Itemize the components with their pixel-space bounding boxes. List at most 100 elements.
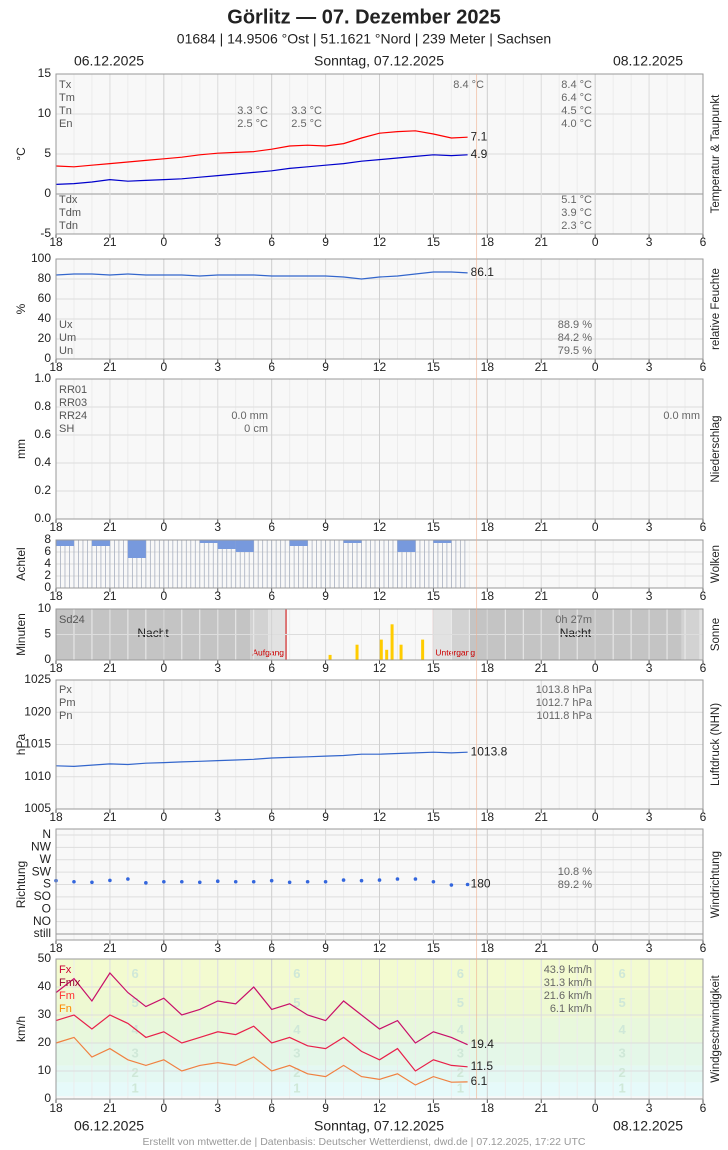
bar	[289, 540, 308, 546]
x-tick-label: 6	[700, 589, 707, 603]
data-point	[413, 877, 418, 881]
y-axis-label: km/h	[14, 1016, 28, 1042]
y-tick-label: 50	[38, 951, 52, 965]
plot-frame	[55, 679, 704, 810]
x-tick-label: 0	[592, 520, 599, 534]
y-axis-label: Achtel	[14, 547, 28, 580]
beaufort-label: 2	[619, 1065, 626, 1080]
x-tick-label: 9	[322, 520, 329, 534]
x-tick-label: 3	[646, 1101, 653, 1115]
y-tick-label: 5	[44, 146, 51, 160]
beaufort-label: 1	[619, 1081, 626, 1096]
stat-value: 6.1 km/h	[550, 1003, 592, 1015]
x-tick-label: 21	[535, 360, 549, 374]
beaufort-label: 3	[131, 1046, 138, 1061]
data-point	[359, 878, 364, 883]
x-tick-label: 12	[373, 1101, 387, 1115]
stat-label: RR03	[59, 397, 87, 409]
data-point	[377, 878, 382, 882]
x-tick-label: 12	[373, 235, 387, 249]
x-tick-label: 21	[103, 1101, 117, 1115]
x-tick-label: 18	[481, 360, 495, 374]
end-label: 180	[471, 877, 491, 891]
stat-label: Fx	[59, 964, 72, 976]
data-point	[162, 879, 166, 884]
data-point	[144, 881, 148, 885]
x-tick-label: 6	[700, 520, 707, 534]
x-tick-label: 21	[103, 661, 117, 675]
x-tick-label: 0	[592, 360, 599, 374]
y-tick-label: 8	[44, 532, 51, 546]
x-tick-label: 6	[700, 661, 707, 675]
night-label: Nacht	[560, 626, 592, 640]
y-tick-label: 1025	[24, 672, 51, 686]
y-tick-label: 0	[44, 1091, 51, 1105]
x-tick-label: 0	[592, 235, 599, 249]
stat-value: 3.3 °C	[237, 105, 268, 117]
y-tick-label: 20	[38, 1035, 52, 1049]
bar	[56, 540, 74, 546]
y-tick-label: 100	[31, 251, 51, 265]
stat-value: 4.0 °C	[561, 118, 592, 130]
x-tick-label: 3	[214, 1101, 221, 1115]
plot-frame	[55, 378, 704, 520]
y-tick-label: 30	[38, 1007, 52, 1021]
x-tick-label: 6	[268, 661, 275, 675]
x-tick-label: 15	[427, 941, 441, 955]
y-tick-label: 40	[38, 311, 52, 325]
y-tick-label: NW	[31, 840, 52, 854]
x-tick-label: 21	[103, 520, 117, 534]
x-tick-label: 18	[49, 1101, 63, 1115]
stat-value: 0h 27m	[555, 614, 592, 626]
stat-value: 1011.8 hPa	[537, 710, 593, 722]
data-point	[72, 879, 76, 884]
data-line	[55, 972, 468, 1046]
stat-label: Tn	[59, 105, 72, 117]
x-tick-label: 0	[592, 661, 599, 675]
y-tick-label: SW	[32, 864, 52, 878]
data-point	[305, 879, 310, 884]
beaufort-label: 6	[457, 966, 464, 981]
date-left: 06.12.2025	[74, 53, 144, 69]
y-tick-label: 10	[38, 106, 52, 120]
end-label: 11.5	[471, 1059, 494, 1073]
x-tick-label: 9	[322, 235, 329, 249]
x-tick-label: 0	[160, 520, 167, 534]
bar	[328, 654, 332, 660]
y-tick-label: 0.8	[34, 399, 51, 413]
y-tick-label: O	[42, 901, 51, 915]
stat-label: Tdm	[59, 207, 81, 219]
y-tick-label: 0.6	[34, 427, 51, 441]
stat-value: 10.8 %	[558, 866, 592, 878]
x-tick-label: 6	[268, 941, 275, 955]
x-tick-label: 18	[49, 589, 63, 603]
y-tick-label: 0	[44, 652, 51, 666]
data-point	[465, 882, 470, 887]
plot-frame	[55, 73, 704, 235]
side-label: Temperatur & Taupunkt	[710, 94, 722, 213]
stat-value: 84.2 %	[558, 332, 592, 344]
bar	[235, 540, 254, 552]
date-center: Sonntag, 07.12.2025	[314, 53, 444, 69]
x-tick-label: 9	[322, 941, 329, 955]
data-line	[55, 271, 468, 280]
beaufort-label: 2	[131, 1065, 138, 1080]
bar	[127, 540, 146, 558]
beaufort-label: 6	[293, 966, 300, 981]
x-tick-label: 6	[700, 810, 707, 824]
x-tick-label: 18	[481, 235, 495, 249]
data-point	[269, 878, 274, 883]
beaufort-label: 2	[457, 1065, 464, 1080]
data-point	[126, 877, 130, 881]
x-tick-label: 0	[160, 235, 167, 249]
bar	[355, 644, 359, 660]
y-tick-label: 15	[38, 66, 52, 80]
x-tick-label: 21	[103, 235, 117, 249]
stat-value: 3.3 °C	[291, 105, 322, 117]
x-tick-label: 21	[535, 941, 549, 955]
x-tick-label: 0	[160, 810, 167, 824]
bar	[385, 649, 389, 660]
x-tick-label: 6	[268, 520, 275, 534]
beaufort-label: 6	[619, 966, 626, 981]
